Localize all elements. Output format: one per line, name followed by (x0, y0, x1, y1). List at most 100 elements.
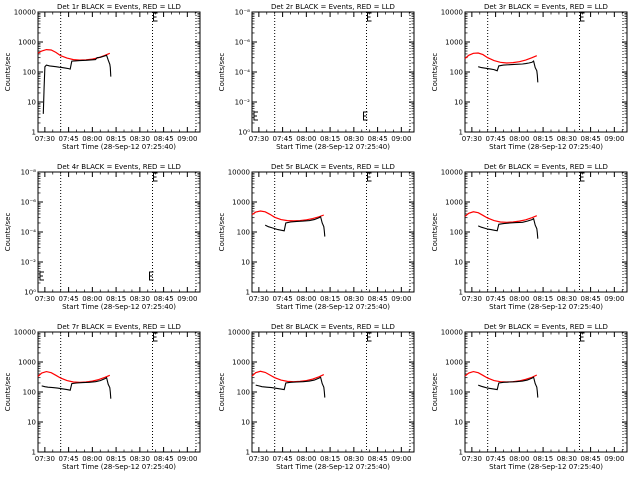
bracket-marker-top (367, 172, 372, 182)
bracket-marker-top (153, 332, 158, 342)
x-tick-label: 08:15 (533, 135, 553, 143)
x-tick-label: 09:00 (604, 295, 624, 303)
panel-title: Det 2r BLACK = Events, RED = LLD (271, 3, 395, 11)
x-tick-label: 08:00 (509, 295, 529, 303)
panel-title: Det 7r BLACK = Events, RED = LLD (57, 323, 181, 331)
x-tick-label: 08:15 (106, 135, 126, 143)
panel-det-1r: Det 1r BLACK = Events, RED = LLD 1 10 100 10… (4, 3, 201, 151)
y-tick-label: 10⁻⁸ (235, 9, 251, 17)
x-tick-label: 08:30 (344, 455, 364, 463)
x-tick-label: 08:45 (580, 295, 600, 303)
y-tick-label: 10 (454, 419, 463, 427)
x-tick-label: 08:15 (106, 455, 126, 463)
x-axis-label: Start Time (28-Sep-12 07:25:40) (489, 463, 603, 471)
x-tick-label: 08:45 (367, 455, 387, 463)
x-tick-label: 07:45 (273, 455, 293, 463)
y-axis-label: Counts/sec (431, 213, 439, 252)
lld-series-line (37, 48, 111, 61)
y-tick-label: 10000 (14, 9, 36, 17)
y-tick-label: 1000 (18, 359, 36, 367)
x-axis-label: Start Time (28-Sep-12 07:25:40) (62, 463, 176, 471)
y-tick-label: 10000 (228, 329, 250, 337)
axes-frame (251, 171, 415, 293)
panel-det-8r: Det 8r BLACK = Events, RED = LLD 1 10 100 10… (218, 323, 415, 471)
y-tick-label: 1 (459, 289, 463, 297)
bracket-marker-top (367, 332, 372, 342)
x-tick-label: 07:30 (249, 455, 269, 463)
x-tick-label: 08:15 (533, 295, 553, 303)
x-tick-label: 07:45 (486, 295, 506, 303)
x-tick-label: 08:00 (82, 135, 102, 143)
lld-series-line (37, 370, 111, 383)
y-tick-label: 1000 (445, 359, 463, 367)
bracket-marker-left (39, 271, 44, 281)
y-tick-label: 10 (454, 259, 463, 267)
panel-det-9r: Det 9r BLACK = Events, RED = LLD 1 10 100 10… (431, 323, 628, 471)
y-tick-label: 1000 (445, 39, 463, 47)
axes-frame (37, 331, 201, 453)
events-series-line (41, 376, 112, 399)
y-tick-label: 10000 (14, 329, 36, 337)
x-tick-label: 09:00 (391, 295, 411, 303)
panel-title: Det 8r BLACK = Events, RED = LLD (271, 323, 395, 331)
x-tick-label: 08:45 (367, 135, 387, 143)
y-tick-label: 10 (27, 99, 36, 107)
lld-series-line (464, 211, 538, 223)
y-tick-label: 1 (459, 449, 463, 457)
x-tick-label: 08:30 (557, 455, 577, 463)
y-tick-label: 10000 (441, 329, 463, 337)
x-tick-label: 08:30 (130, 295, 150, 303)
x-tick-label: 07:30 (462, 135, 482, 143)
y-axis-label: Counts/sec (218, 373, 226, 412)
x-tick-label: 08:30 (130, 455, 150, 463)
x-axis-label: Start Time (28-Sep-12 07:25:40) (489, 303, 603, 311)
y-tick-label: 10000 (441, 169, 463, 177)
y-axis-label: Counts/sec (218, 53, 226, 92)
x-tick-label: 09:00 (391, 455, 411, 463)
x-tick-label: 08:00 (509, 455, 529, 463)
x-tick-label: 08:00 (509, 135, 529, 143)
x-tick-label: 08:45 (580, 455, 600, 463)
events-series-line (478, 60, 539, 83)
x-tick-label: 08:45 (153, 455, 173, 463)
panel-title: Det 9r BLACK = Events, RED = LLD (484, 323, 608, 331)
y-axis-label: Counts/sec (431, 373, 439, 412)
y-tick-label: 1 (32, 129, 36, 137)
y-tick-label: 10000 (228, 169, 250, 177)
panel-title: Det 4r BLACK = Events, RED = LLD (57, 163, 181, 171)
y-tick-label: 10000 (441, 9, 463, 17)
x-tick-label: 08:30 (557, 295, 577, 303)
x-tick-label: 08:00 (296, 455, 316, 463)
axes-frame (37, 171, 201, 293)
y-tick-label: 10⁻⁸ (21, 169, 37, 177)
panel-det-2r: Det 2r BLACK = Events, RED = LLD 10⁰ 10⁻² 1… (218, 3, 415, 151)
x-axis-label: Start Time (28-Sep-12 07:25:40) (276, 463, 390, 471)
y-tick-label: 100 (450, 229, 463, 237)
events-series-line (477, 217, 539, 239)
bracket-marker-top (580, 12, 585, 22)
y-axis-label: Counts/sec (4, 53, 12, 92)
y-tick-label: 1 (246, 449, 250, 457)
bracket-marker-bottom (363, 111, 368, 121)
x-tick-label: 08:45 (580, 135, 600, 143)
x-tick-label: 07:45 (59, 295, 79, 303)
x-tick-label: 07:30 (249, 295, 269, 303)
x-tick-label: 08:00 (296, 135, 316, 143)
lld-series-line (251, 370, 325, 383)
y-axis-label: Counts/sec (218, 213, 226, 252)
panel-det-7r: Det 7r BLACK = Events, RED = LLD 1 10 100 10… (4, 323, 201, 471)
axes-frame (464, 171, 628, 293)
y-tick-label: 10 (241, 259, 250, 267)
x-tick-label: 07:45 (486, 455, 506, 463)
panel-det-6r: Det 6r BLACK = Events, RED = LLD 1 10 100 10… (431, 163, 628, 311)
y-tick-label: 10⁻⁶ (21, 199, 37, 207)
x-axis-label: Start Time (28-Sep-12 07:25:40) (489, 143, 603, 151)
axes-frame (464, 331, 628, 453)
y-axis-label: Counts/sec (431, 53, 439, 92)
y-tick-label: 100 (23, 69, 36, 77)
x-tick-label: 08:15 (320, 295, 340, 303)
x-tick-label: 07:45 (59, 455, 79, 463)
y-tick-label: 1000 (18, 39, 36, 47)
axes-frame (251, 331, 415, 453)
